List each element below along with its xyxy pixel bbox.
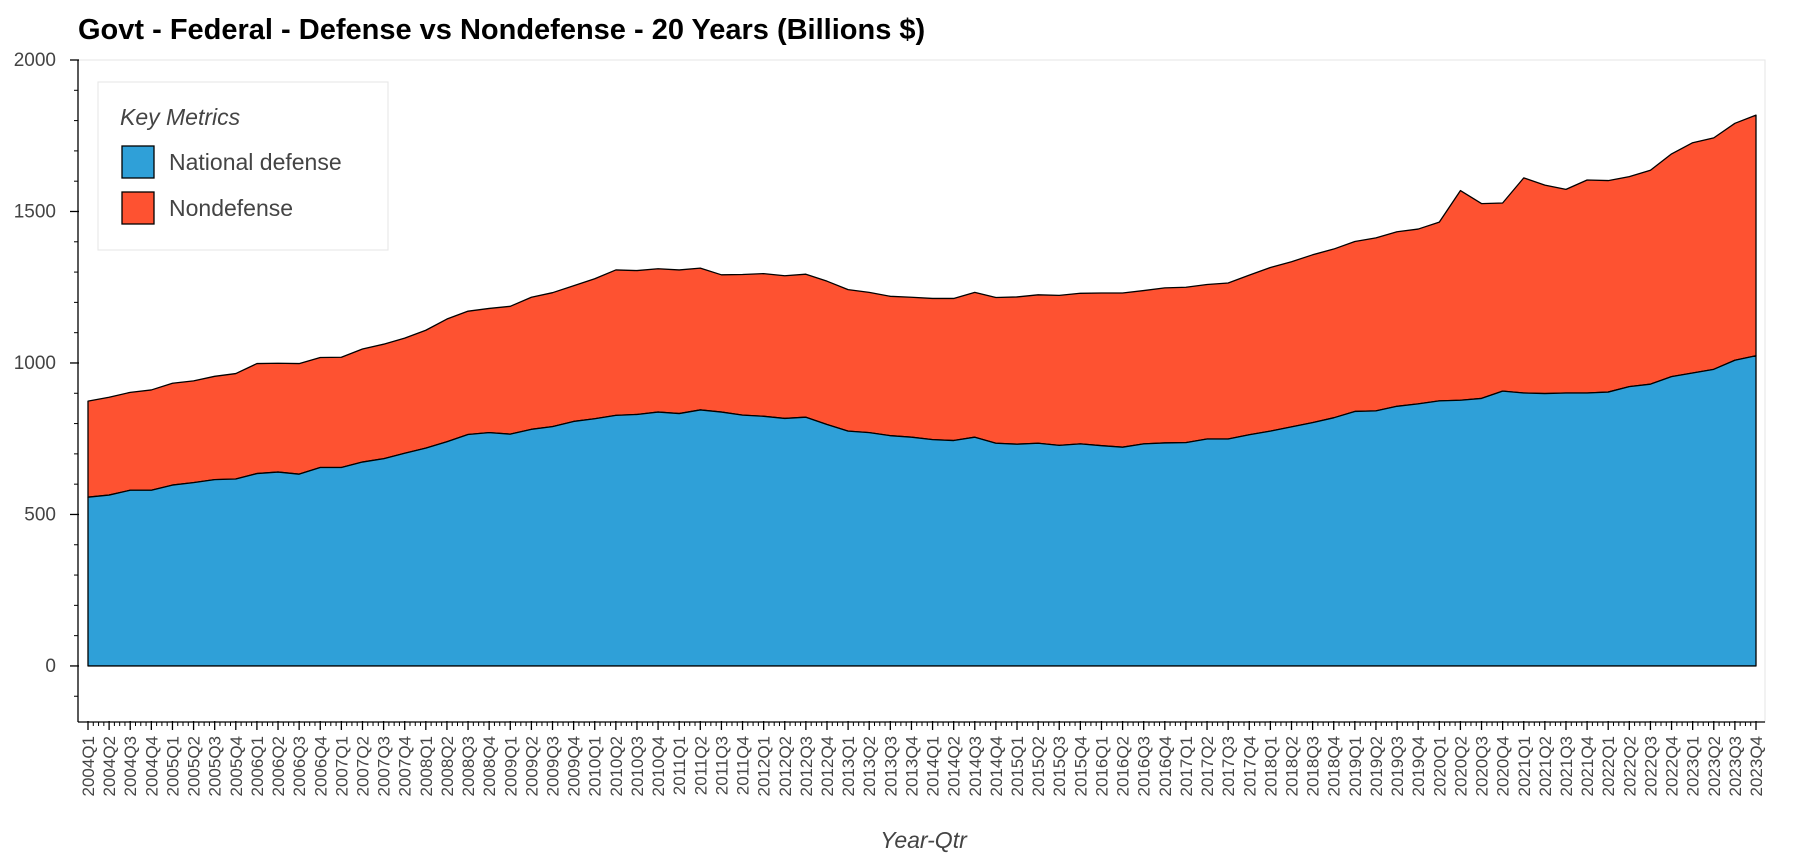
x-tick-label: 2016Q2: [1114, 736, 1133, 797]
x-tick-label: 2014Q3: [966, 736, 985, 797]
x-tick-label: 2006Q4: [311, 736, 330, 797]
x-tick-label: 2016Q4: [1156, 736, 1175, 797]
x-tick-label: 2020Q4: [1494, 736, 1513, 797]
x-tick-label: 2019Q2: [1367, 736, 1386, 797]
x-tick-label: 2008Q1: [417, 736, 436, 797]
y-tick-label: 0: [45, 656, 56, 677]
x-tick-label: 2019Q4: [1409, 736, 1428, 797]
x-tick-label: 2015Q4: [1071, 736, 1090, 797]
y-tick-label: 500: [24, 504, 56, 525]
x-tick-label: 2007Q2: [353, 736, 372, 797]
x-tick-label: 2007Q3: [375, 736, 394, 797]
legend-title: Key Metrics: [120, 104, 241, 130]
x-tick-label: 2015Q1: [1008, 736, 1027, 797]
x-tick-label: 2013Q3: [881, 736, 900, 797]
x-tick-label: 2006Q3: [290, 736, 309, 797]
x-tick-label: 2017Q2: [1198, 736, 1217, 797]
x-tick-label: 2018Q4: [1325, 736, 1344, 797]
x-tick-label: 2021Q4: [1578, 736, 1597, 797]
x-tick-label: 2013Q4: [902, 736, 921, 797]
x-tick-label: 2018Q2: [1282, 736, 1301, 797]
legend-label-nondefense: Nondefense: [169, 195, 293, 221]
x-tick-label: 2015Q3: [1050, 736, 1069, 797]
x-tick-label: 2022Q2: [1620, 736, 1639, 797]
x-tick-label: 2022Q1: [1599, 736, 1618, 797]
x-tick-label: 2020Q2: [1451, 736, 1470, 797]
x-axis-label: Year-Qtr: [880, 827, 968, 853]
y-tick-label: 1500: [14, 201, 56, 222]
x-tick-label: 2010Q3: [628, 736, 647, 797]
x-tick-label: 2008Q2: [438, 736, 457, 797]
x-tick-label: 2017Q4: [1240, 736, 1259, 797]
x-tick-label: 2010Q2: [607, 736, 626, 797]
y-tick-label: 2000: [14, 50, 56, 71]
legend-label-national-defense: National defense: [169, 149, 342, 175]
x-tick-label: 2014Q4: [987, 736, 1006, 797]
x-tick-label: 2021Q3: [1557, 736, 1576, 797]
x-tick-label: 2004Q1: [79, 736, 98, 797]
x-tick-label: 2004Q2: [100, 736, 119, 797]
x-tick-label: 2014Q2: [945, 736, 964, 797]
x-tick-label: 2009Q2: [522, 736, 541, 797]
x-tick-label: 2022Q4: [1663, 736, 1682, 797]
x-tick-label: 2013Q2: [860, 736, 879, 797]
x-tick-label: 2016Q3: [1135, 736, 1154, 797]
x-tick-label: 2012Q3: [797, 736, 816, 797]
x-tick-label: 2006Q2: [269, 736, 288, 797]
x-tick-label: 2008Q4: [480, 736, 499, 797]
x-tick-label: 2011Q3: [712, 736, 731, 795]
x-tick-label: 2014Q1: [924, 736, 943, 797]
x-tick-label: 2023Q3: [1726, 736, 1745, 797]
x-tick-label: 2012Q1: [755, 736, 774, 797]
x-tick-label: 2004Q4: [142, 736, 161, 797]
x-tick-label: 2012Q2: [776, 736, 795, 797]
x-tick-label: 2015Q2: [1029, 736, 1048, 797]
x-tick-label: 2017Q1: [1177, 736, 1196, 797]
x-tick-label: 2010Q1: [586, 736, 605, 797]
x-tick-label: 2009Q3: [544, 736, 563, 797]
x-tick-label: 2021Q1: [1515, 736, 1534, 797]
x-tick-label: 2005Q3: [206, 736, 225, 797]
x-tick-label: 2005Q4: [227, 736, 246, 797]
x-tick-label: 2004Q3: [121, 736, 140, 797]
x-tick-label: 2013Q1: [839, 736, 858, 797]
x-tick-label: 2019Q3: [1388, 736, 1407, 797]
x-tick-label: 2011Q4: [734, 736, 753, 795]
x-tick-label: 2018Q3: [1304, 736, 1323, 797]
x-tick-label: 2020Q1: [1430, 736, 1449, 797]
x-tick-label: 2016Q1: [1092, 736, 1111, 797]
legend-swatch-nondefense: [121, 191, 155, 225]
y-tick-label: 1000: [14, 353, 56, 374]
x-tick-label: 2018Q1: [1261, 736, 1280, 797]
x-tick-label: 2020Q3: [1473, 736, 1492, 797]
x-tick-label: 2005Q2: [185, 736, 204, 797]
x-tick-label: 2011Q1: [670, 736, 689, 795]
legend-swatch-national-defense: [121, 145, 155, 179]
x-tick-label: 2019Q1: [1346, 736, 1365, 797]
x-tick-label: 2021Q2: [1536, 736, 1555, 797]
x-tick-label: 2012Q4: [818, 736, 837, 797]
area-national-defense: [87, 355, 1757, 667]
x-tick-label: 2009Q1: [501, 736, 520, 797]
x-tick-label: 2023Q2: [1705, 736, 1724, 797]
x-tick-label: 2006Q1: [248, 736, 267, 797]
x-tick-label: 2010Q4: [649, 736, 668, 797]
x-tick-label: 2022Q3: [1641, 736, 1660, 797]
x-tick-label: 2017Q3: [1219, 736, 1238, 797]
x-tick-label: 2009Q4: [565, 736, 584, 797]
x-tick-label: 2007Q4: [396, 736, 415, 797]
chart-title: Govt - Federal - Defense vs Nondefense -…: [78, 14, 926, 46]
x-tick-label: 2011Q2: [691, 736, 710, 795]
x-tick-label: 2007Q1: [332, 736, 351, 797]
x-tick-label: 2023Q1: [1684, 736, 1703, 797]
x-tick-label: 2008Q3: [459, 736, 478, 797]
x-tick-label: 2023Q4: [1747, 736, 1766, 797]
x-tick-label: 2005Q1: [163, 736, 182, 797]
